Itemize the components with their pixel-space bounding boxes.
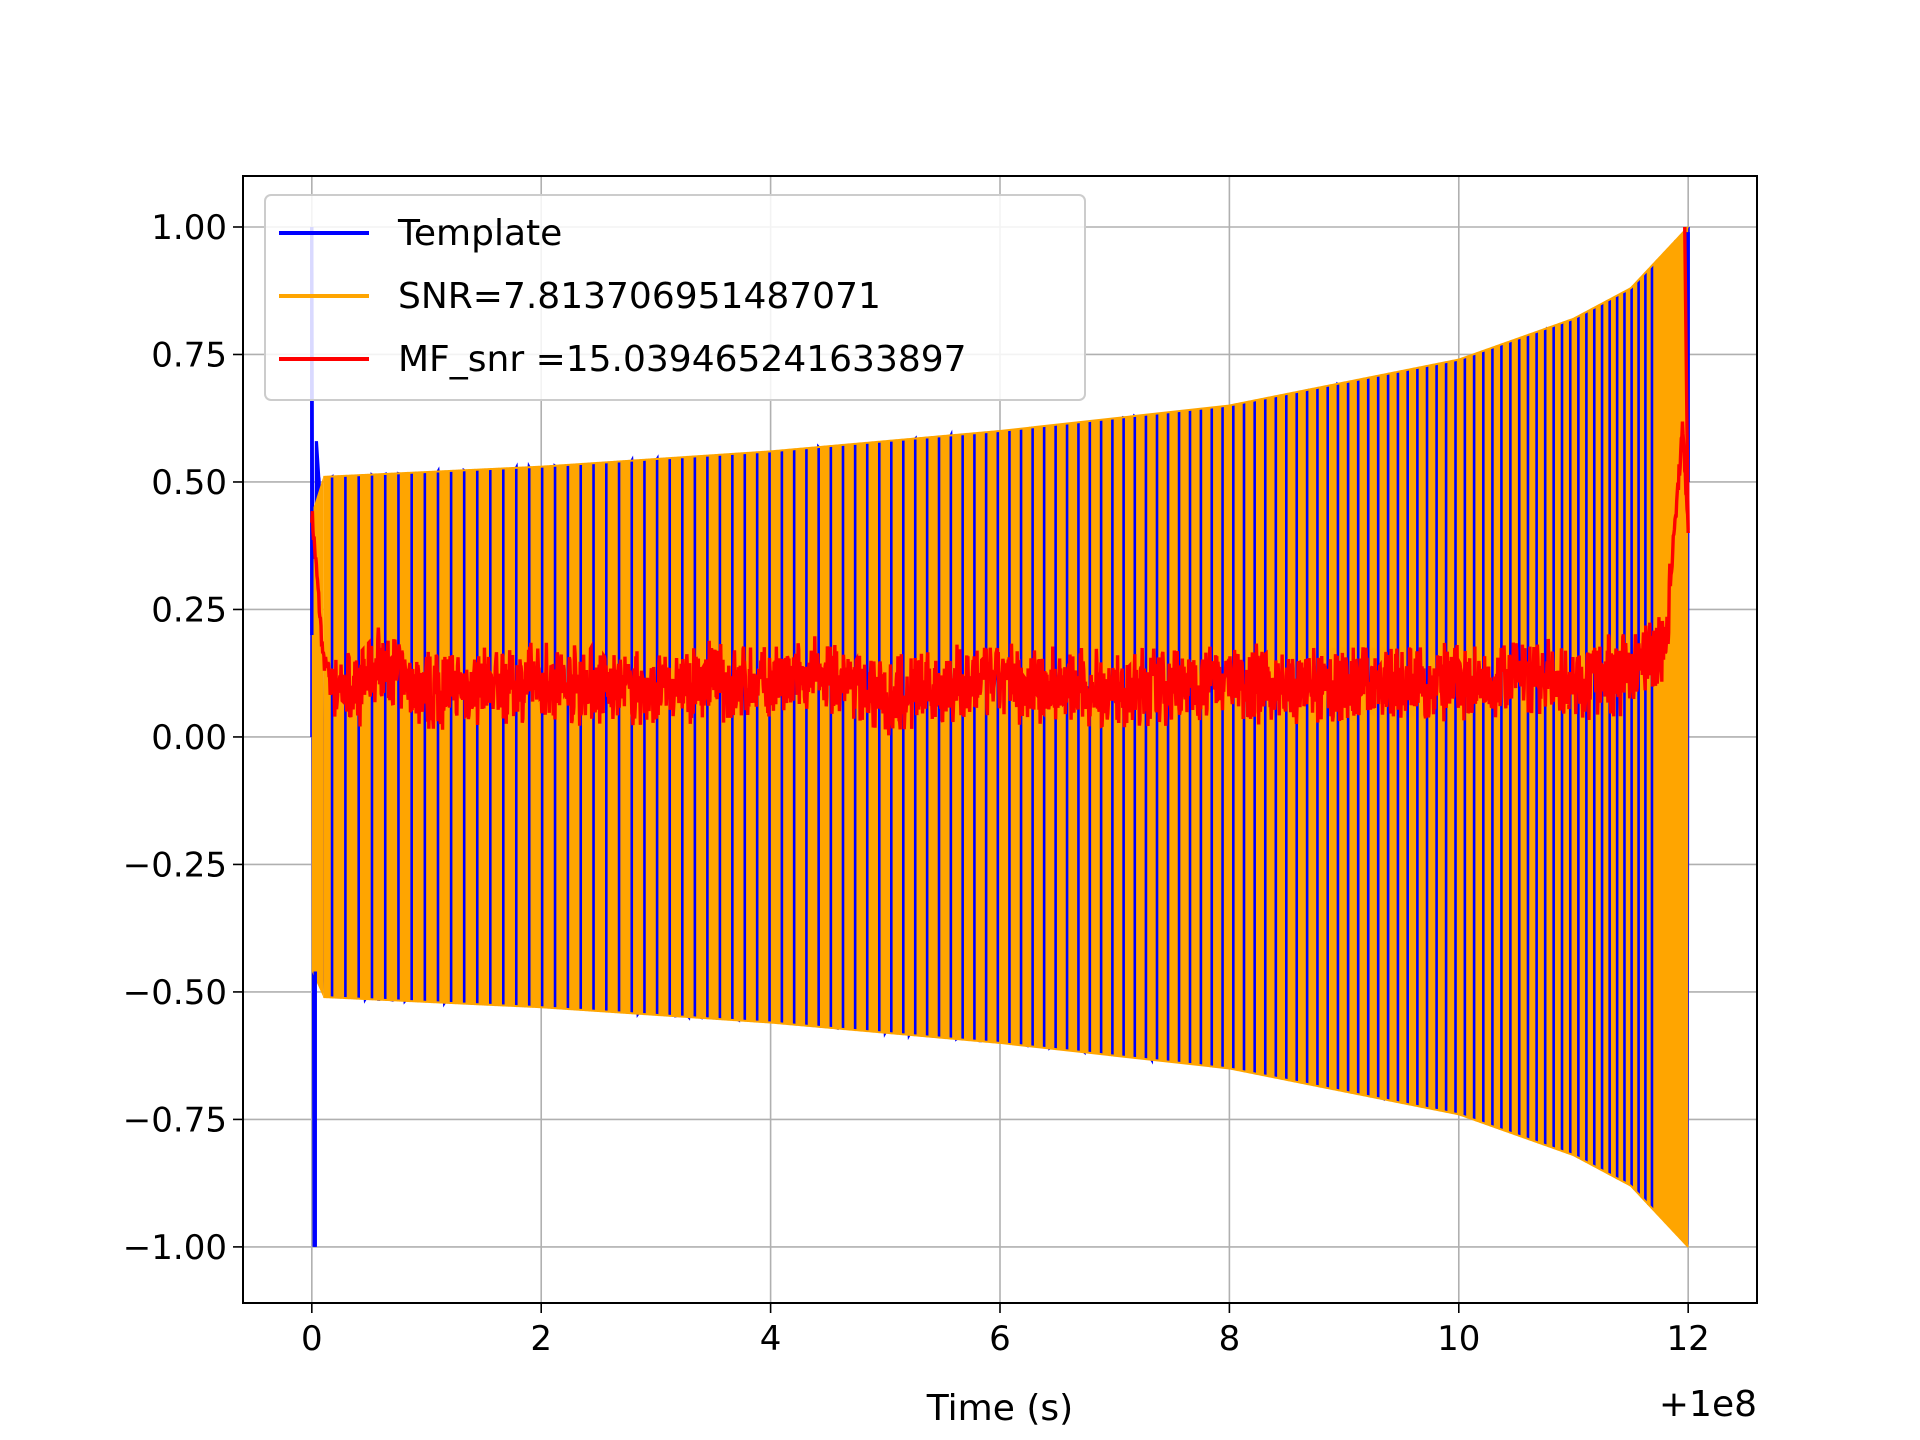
legend-box [264,194,1086,401]
series-layer [310,226,1690,1248]
legend-label: MF_snr =15.039465241633897 [398,339,967,380]
y-tick-label: 0.25 [151,590,227,630]
y-tick-label: 0.00 [151,718,227,758]
series-snr-upper-edge [323,226,1689,478]
series-mf-snr-line [310,226,1690,736]
legend: Template SNR=7.813706951487071 MF_snr =15.… [264,194,1086,401]
legend-label: Template [397,213,562,254]
series-template-strokes [330,265,1654,1209]
x-axis-label: Time (s) [926,1388,1073,1429]
series-snr-lower-edge [323,996,1689,1248]
legend-label: SNR=7.813706951487071 [398,276,881,317]
x-tick-label: 10 [1437,1319,1480,1359]
x-tick-label: 0 [301,1319,323,1359]
x-tick-label: 6 [989,1319,1011,1359]
ticks: 0 2 4 6 8 10 12 1.00 0.75 0.50 0.25 0.00 −0.25 −0.50 −… [123,208,1710,1359]
y-tick-label: 0.50 [151,463,227,503]
x-tick-label: 2 [530,1319,552,1359]
x-tick-label: 8 [1219,1319,1241,1359]
y-tick-label: 0.75 [151,335,227,375]
x-tick-label: 12 [1667,1319,1710,1359]
x-tick-label: 4 [760,1319,782,1359]
y-tick-label: −0.75 [123,1100,227,1140]
y-tick-label: −1.00 [123,1228,227,1268]
x-axis-offset-label: +1e8 [1659,1384,1757,1425]
y-tick-label: −0.50 [123,973,227,1013]
y-tick-label: 1.00 [151,208,227,248]
y-tick-label: −0.25 [123,845,227,885]
